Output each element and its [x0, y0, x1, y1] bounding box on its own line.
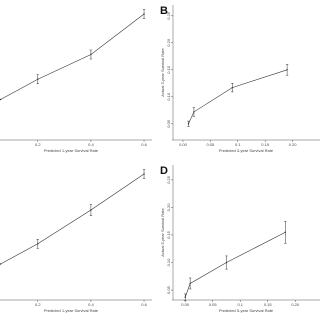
y-tick-label: 0.05: [166, 285, 171, 294]
error-bar: [188, 277, 192, 290]
error-bar: [184, 293, 187, 301]
error-bar: [284, 220, 287, 244]
x-axis-label: Predicted 5-year Survival Rate: [219, 308, 274, 313]
y-tick-label: 0.05: [166, 119, 171, 128]
y-tick-label: 0.10: [166, 92, 171, 101]
calibration-line: [188, 69, 288, 124]
error-bar: [36, 74, 40, 84]
x-tick-label: 0.00: [179, 142, 188, 147]
x-tick-label: 0.1: [237, 302, 243, 307]
error-bar: [187, 120, 190, 127]
x-tick-label: 0.4: [88, 142, 94, 147]
x-tick-label: 0.1: [235, 142, 241, 147]
calibration-line: [0, 173, 145, 265]
x-axis-label: Predicted 1-year Survival Rate: [44, 308, 99, 313]
y-tick-label: 0.20: [166, 38, 171, 47]
y-tick-label: 0.20: [166, 203, 171, 212]
calibration-line: [184, 231, 286, 298]
x-tick-label: 0.4: [88, 302, 94, 307]
error-bar: [89, 204, 93, 216]
error-bar: [192, 107, 196, 117]
error-bar: [285, 64, 289, 76]
y-tick-label: 0.15: [166, 65, 171, 74]
panel-label: D: [160, 165, 168, 177]
calibration-line: [0, 13, 145, 100]
x-tick-label: 0.2: [35, 142, 41, 147]
x-tick-label: 0.20: [291, 302, 300, 307]
y-axis-label: Actual 5-year Survival Rate: [160, 207, 165, 256]
x-tick-label: 0.20: [289, 142, 298, 147]
x-tick-label: 0.05: [206, 142, 215, 147]
panel-label: B: [160, 5, 168, 17]
error-bar: [36, 239, 40, 249]
x-axis-label: Predicted 1-year Survival Rate: [44, 148, 99, 153]
error-bar: [225, 255, 228, 270]
x-tick-label: 0.6: [141, 302, 147, 307]
y-axis-label: Actual 3-year Survival Rate: [160, 47, 165, 96]
x-tick-label: 0.2: [35, 302, 41, 307]
point: [0, 98, 2, 101]
error-bar: [142, 9, 146, 19]
x-tick-label: 0.00: [181, 302, 190, 307]
y-tick-label: 0.15: [166, 230, 171, 239]
y-tick-label: 0.10: [166, 258, 171, 267]
error-bar: [89, 49, 93, 60]
x-axis-label: Predicted 3-year Survival Rate: [219, 148, 274, 153]
error-bar: [231, 83, 234, 93]
y-tick-label: 0.25: [166, 11, 171, 20]
x-tick-label: 0.15: [261, 142, 270, 147]
x-tick-label: 0.6: [141, 142, 147, 147]
x-tick-label: 0.15: [264, 302, 273, 307]
error-bar: [142, 169, 146, 179]
point: [0, 263, 2, 265]
y-tick-label: 0.25: [166, 175, 171, 184]
x-tick-label: 0.05: [209, 302, 218, 307]
